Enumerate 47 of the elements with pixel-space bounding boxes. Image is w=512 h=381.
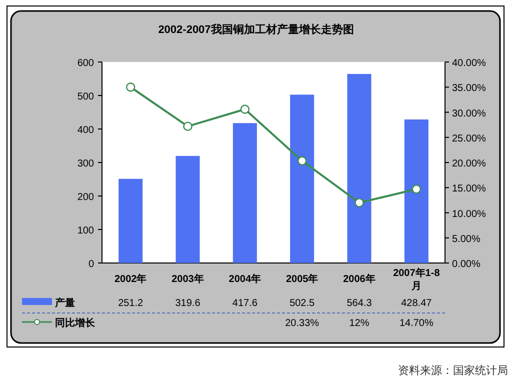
- bar: [232, 123, 257, 263]
- x-tick-label: 2005年: [286, 273, 318, 285]
- y2-tick-label: 15.00%: [452, 184, 486, 195]
- y2-tick-label: 35.00%: [452, 83, 486, 94]
- y-tick-label: 500: [77, 92, 94, 102]
- y2-tick-label: 10.00%: [452, 208, 486, 220]
- x-tick-label: 2003年: [172, 273, 204, 285]
- y-tick-label: 0: [88, 259, 94, 270]
- data-label: 20.33%: [285, 318, 320, 329]
- data-label: 502.5: [290, 298, 316, 309]
- x-tick-label: 2007年1-8月: [393, 267, 440, 292]
- bar: [404, 119, 428, 263]
- point: [412, 184, 422, 194]
- y2-tick-label: 30.00%: [452, 108, 486, 120]
- y-tick-label: 400: [77, 125, 94, 136]
- data-label: 14.70%: [399, 318, 434, 329]
- text: 资料来源：国家统计局: [398, 364, 508, 377]
- point: [240, 104, 250, 114]
- y2-tick-label: 0.00%: [452, 259, 480, 270]
- data-label: 417.6: [232, 298, 258, 309]
- bar: [347, 74, 372, 263]
- y-tick-label: 600: [77, 58, 94, 69]
- x-tick-label: 2002年: [114, 273, 147, 285]
- y-tick-label: 200: [77, 192, 94, 203]
- point: [354, 198, 364, 208]
- data-label: 251.2: [118, 298, 144, 309]
- y2-tick-label: 40.00%: [452, 58, 486, 69]
- y-tick-label: 100: [77, 226, 94, 236]
- bar: [118, 178, 143, 263]
- y2-tick-label: 25.00%: [452, 133, 486, 144]
- x-tick-label: 2004年: [228, 273, 262, 285]
- data-label: 428.47: [401, 298, 432, 309]
- data-label: 564.3: [346, 298, 372, 309]
- point: [126, 82, 136, 92]
- bar: [290, 94, 314, 263]
- bar: [176, 156, 200, 263]
- y2-tick-label: 5.00%: [452, 234, 480, 245]
- legend-label: 产量: [54, 297, 75, 309]
- data-label: 12%: [349, 318, 370, 329]
- x-tick-label: 2006年: [343, 273, 376, 285]
- chart-title: 2002-2007我国铜加工材产量增长走势图: [158, 23, 354, 36]
- point: [297, 156, 307, 166]
- point: [183, 122, 192, 131]
- y-tick-label: 300: [77, 158, 94, 170]
- data-label: 319.6: [175, 298, 201, 309]
- y2-tick-label: 20.00%: [452, 158, 486, 170]
- legend-label: 同比增长: [55, 317, 96, 329]
